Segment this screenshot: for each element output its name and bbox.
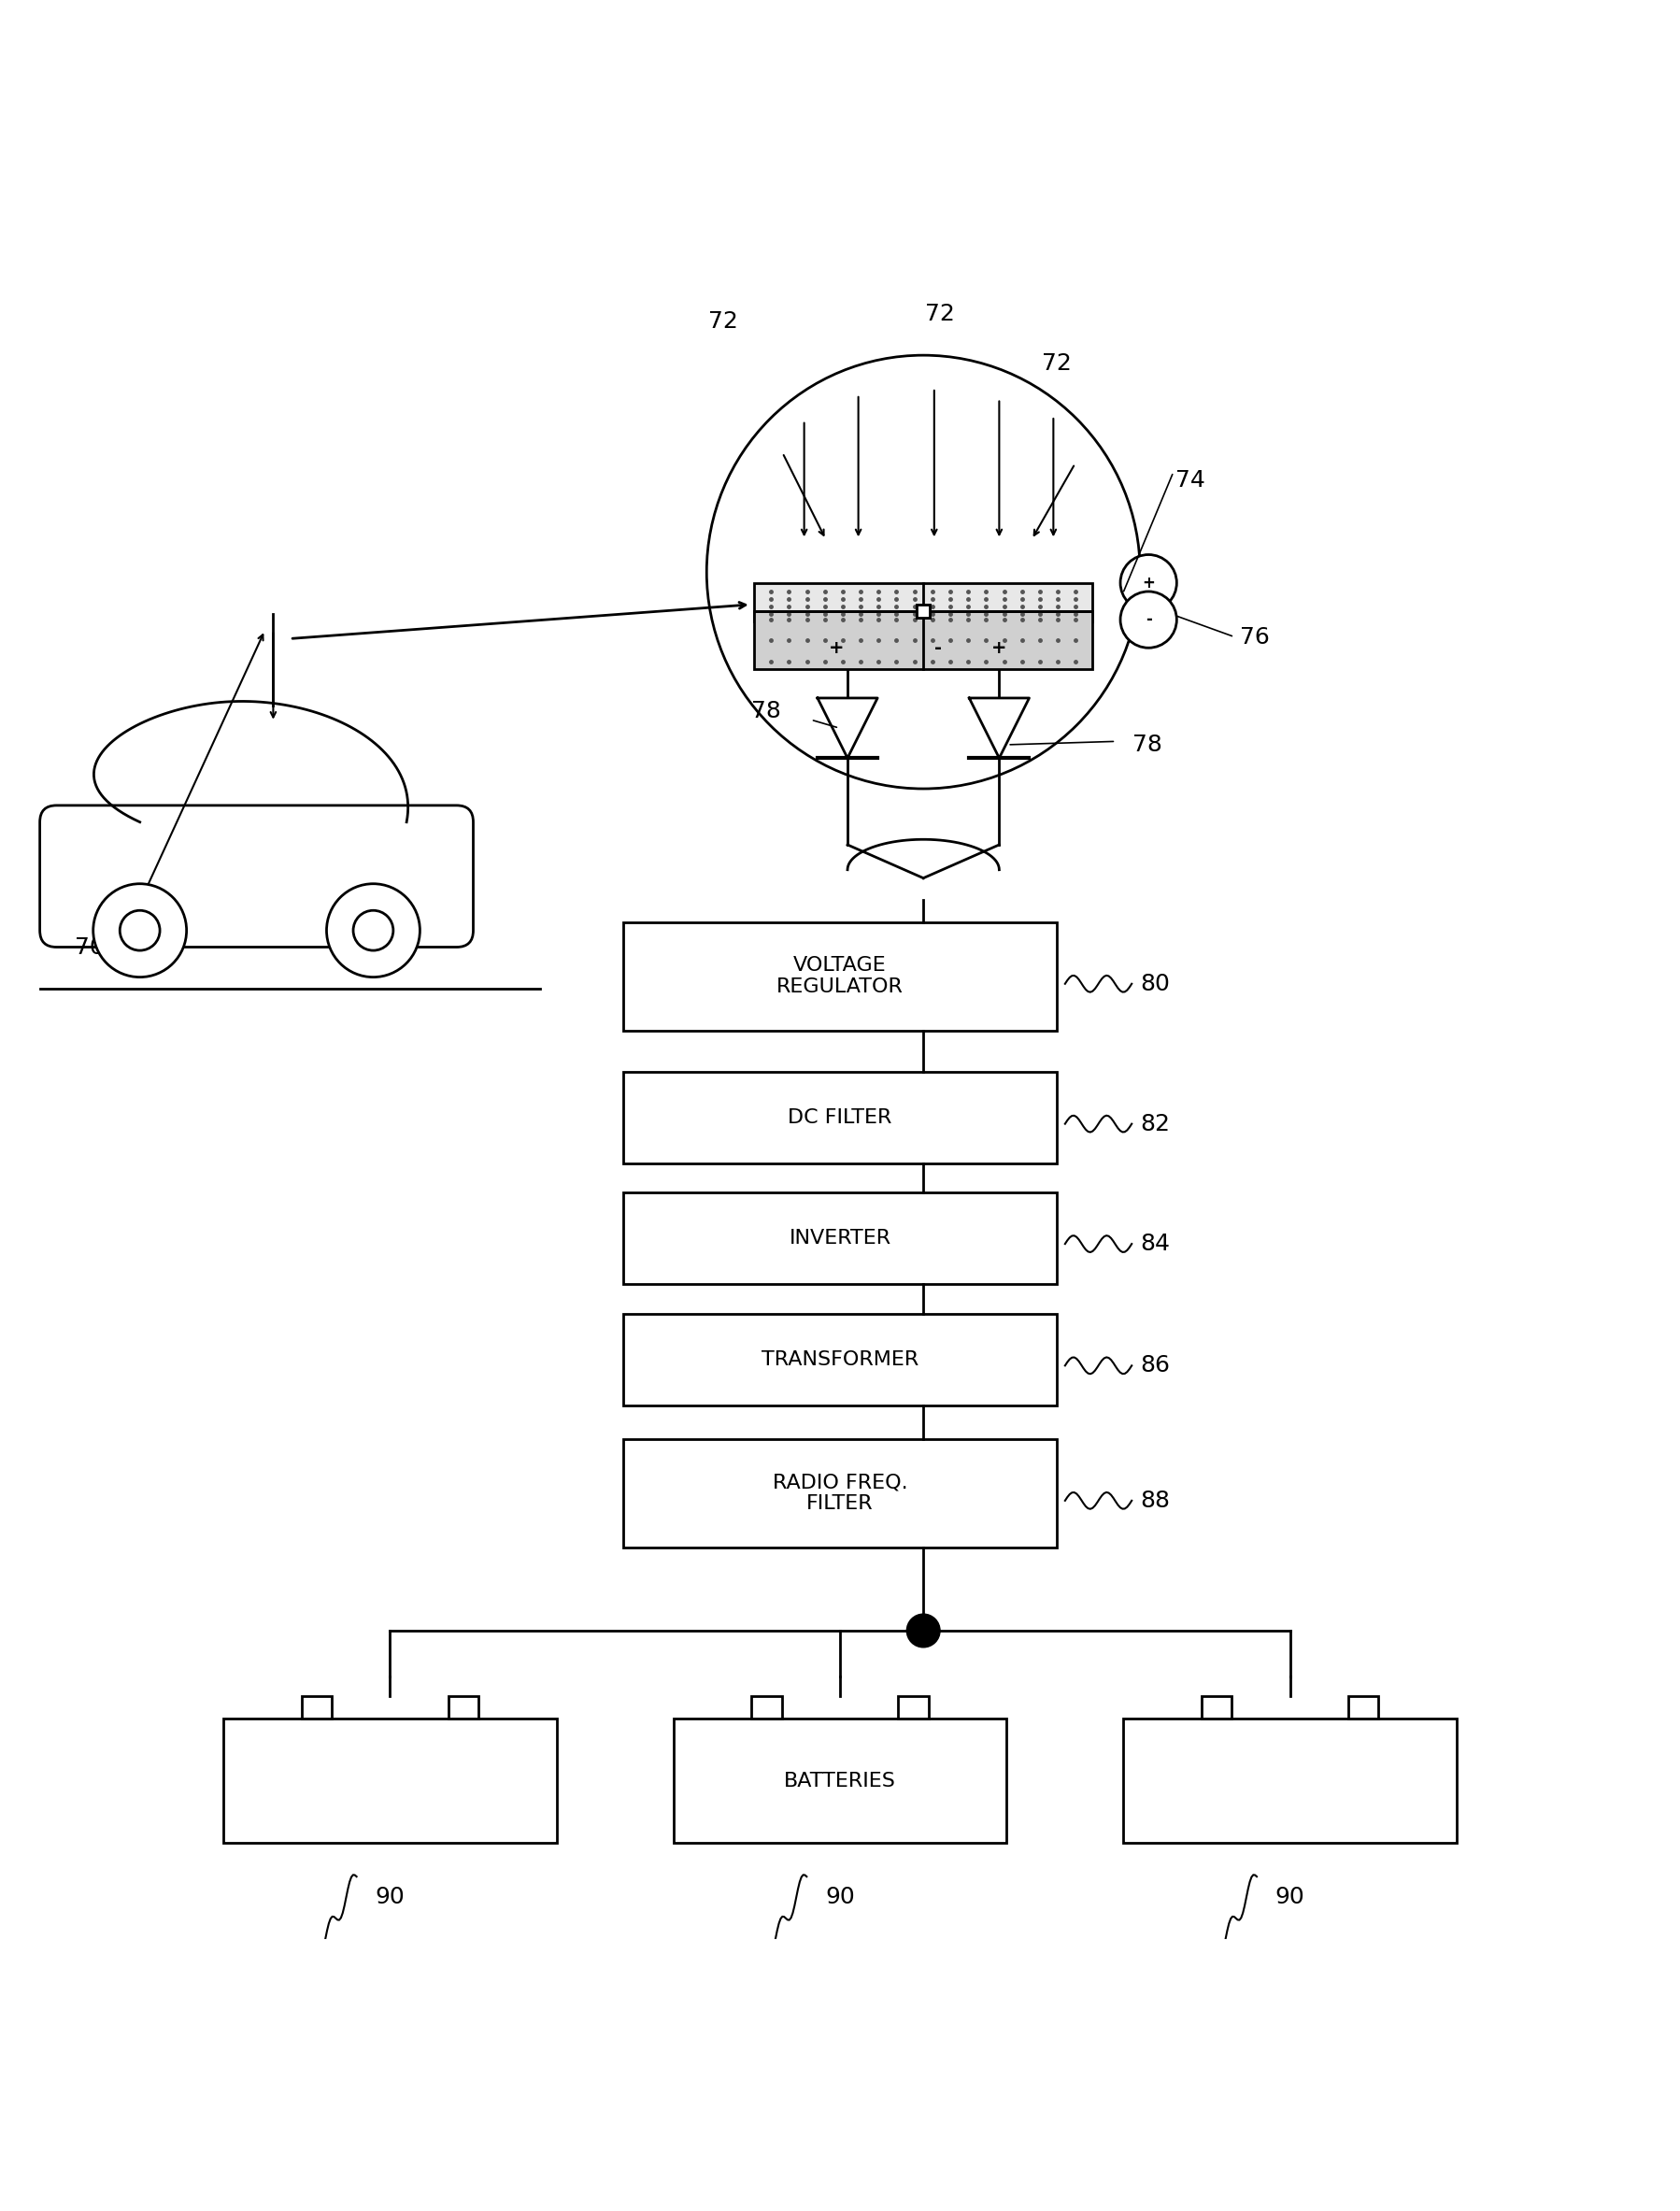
Bar bbox=[223, 1718, 556, 1844]
Text: 78: 78 bbox=[1132, 734, 1163, 756]
Polygon shape bbox=[969, 699, 1030, 758]
Text: +: + bbox=[828, 639, 845, 657]
Text: 74: 74 bbox=[1176, 469, 1205, 491]
Text: VOLTAGE
REGULATOR: VOLTAGE REGULATOR bbox=[776, 955, 904, 997]
Bar bbox=[1201, 1696, 1231, 1718]
Text: 86: 86 bbox=[1141, 1355, 1169, 1377]
Text: 72: 72 bbox=[926, 303, 954, 325]
Text: BATTERIES: BATTERIES bbox=[785, 1771, 895, 1791]
Text: 76: 76 bbox=[1240, 626, 1270, 648]
Bar bbox=[754, 584, 1092, 670]
Text: 88: 88 bbox=[1141, 1490, 1169, 1512]
Text: 90: 90 bbox=[1275, 1886, 1305, 1908]
Bar bbox=[301, 1696, 331, 1718]
Polygon shape bbox=[818, 699, 877, 758]
Text: -: - bbox=[934, 639, 942, 657]
Circle shape bbox=[707, 356, 1141, 789]
Bar bbox=[674, 1718, 1006, 1844]
Bar bbox=[1124, 1718, 1457, 1844]
Text: -: - bbox=[1146, 610, 1152, 628]
Text: +: + bbox=[991, 639, 1006, 657]
Circle shape bbox=[1121, 555, 1176, 610]
Bar bbox=[449, 1696, 479, 1718]
Bar bbox=[917, 604, 929, 617]
Bar bbox=[623, 1072, 1057, 1163]
FancyBboxPatch shape bbox=[40, 805, 474, 946]
Circle shape bbox=[92, 884, 186, 977]
Text: INVERTER: INVERTER bbox=[790, 1229, 890, 1247]
Circle shape bbox=[907, 1614, 941, 1647]
Circle shape bbox=[1121, 593, 1176, 648]
Circle shape bbox=[326, 884, 420, 977]
Text: 84: 84 bbox=[1141, 1234, 1169, 1256]
Bar bbox=[1349, 1696, 1379, 1718]
Text: DC FILTER: DC FILTER bbox=[788, 1108, 892, 1128]
Text: +: + bbox=[1142, 575, 1154, 590]
Bar bbox=[623, 922, 1057, 1030]
Text: 90: 90 bbox=[825, 1886, 855, 1908]
Circle shape bbox=[119, 911, 160, 951]
Bar bbox=[623, 1313, 1057, 1406]
Text: 82: 82 bbox=[1141, 1112, 1169, 1134]
Text: 90: 90 bbox=[375, 1886, 405, 1908]
Bar bbox=[623, 1192, 1057, 1285]
Text: 70: 70 bbox=[76, 935, 104, 957]
Bar bbox=[754, 610, 1092, 670]
Bar bbox=[751, 1696, 781, 1718]
Bar bbox=[623, 1439, 1057, 1548]
Text: 72: 72 bbox=[709, 312, 738, 334]
Text: RADIO FREQ.
FILTER: RADIO FREQ. FILTER bbox=[773, 1473, 907, 1512]
Bar bbox=[899, 1696, 929, 1718]
Text: 78: 78 bbox=[751, 701, 781, 723]
Bar bbox=[917, 604, 929, 617]
Circle shape bbox=[353, 911, 393, 951]
Bar bbox=[754, 584, 1092, 621]
Text: 80: 80 bbox=[1141, 973, 1169, 995]
Text: 72: 72 bbox=[1042, 352, 1072, 376]
Text: TRANSFORMER: TRANSFORMER bbox=[761, 1351, 919, 1369]
